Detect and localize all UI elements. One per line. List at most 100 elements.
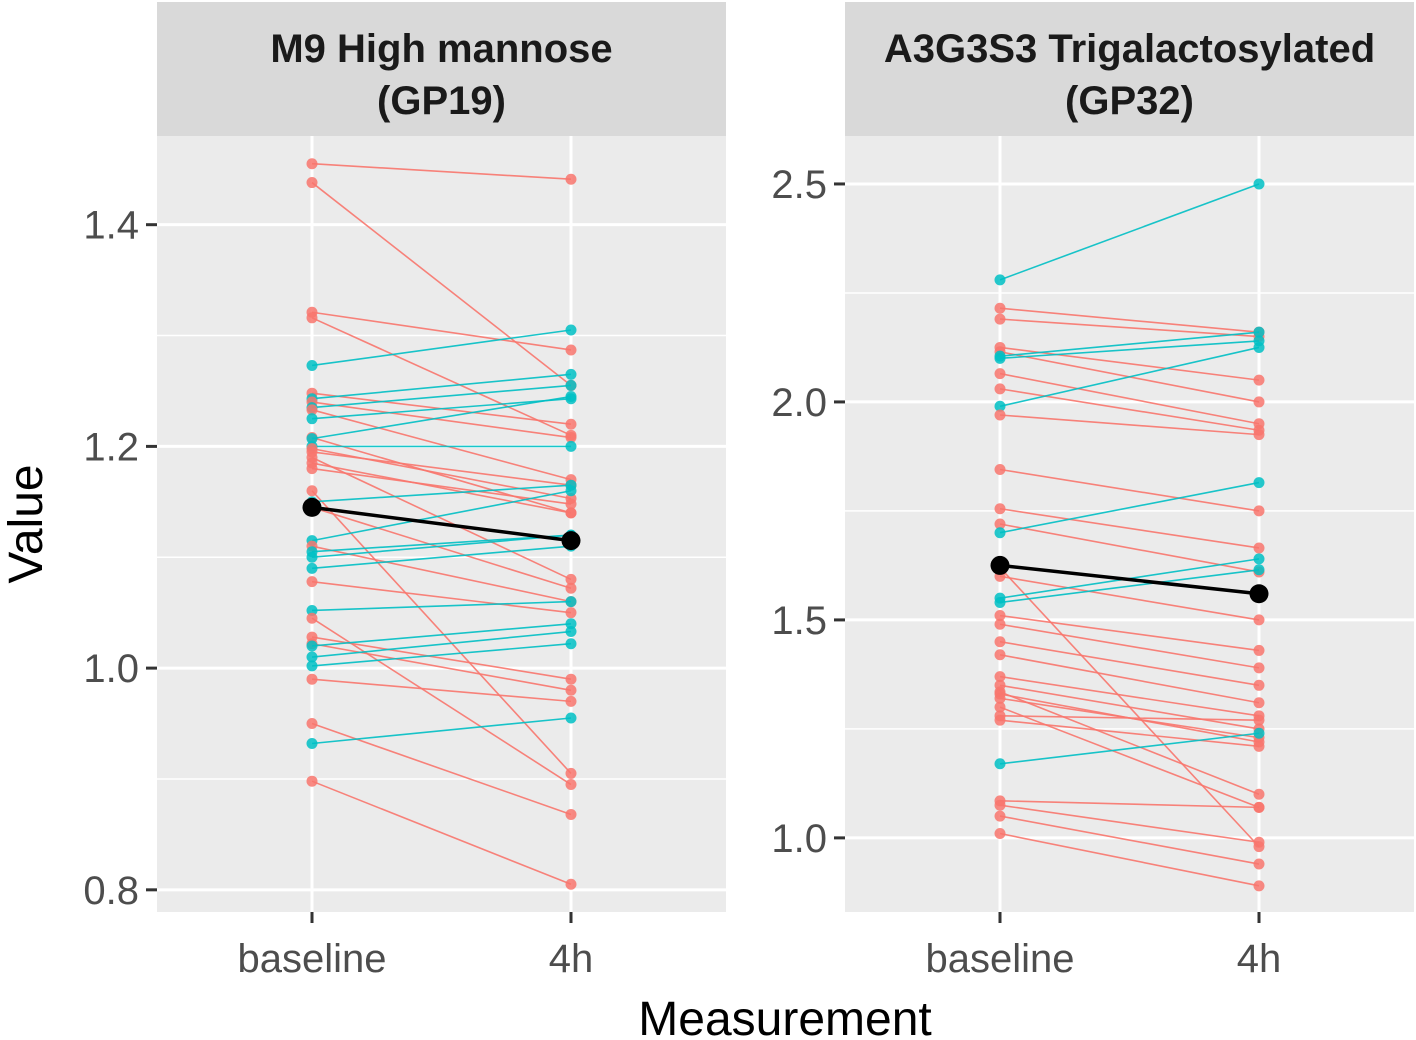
data-point xyxy=(565,695,577,707)
data-point xyxy=(1253,614,1265,626)
data-point xyxy=(1253,801,1265,813)
data-point xyxy=(306,673,318,685)
series-line xyxy=(311,630,572,658)
series-21 xyxy=(994,636,1265,691)
y-axis: 1.0 1.5 2.0 2.5 xyxy=(771,163,845,861)
series-line xyxy=(999,414,1260,436)
series-34 xyxy=(306,638,577,672)
series-line xyxy=(999,719,1260,748)
data-point xyxy=(994,518,1006,530)
data-point xyxy=(994,618,1006,630)
series-34 xyxy=(994,810,1265,870)
series-0 xyxy=(306,158,577,185)
series-33 xyxy=(306,626,577,663)
data-point xyxy=(306,404,318,416)
series-29 xyxy=(306,612,577,791)
data-point xyxy=(565,638,577,650)
series-11 xyxy=(994,464,1265,517)
series-line xyxy=(999,507,1260,549)
data-point xyxy=(994,596,1006,608)
data-point xyxy=(994,527,1006,539)
series-line xyxy=(311,181,572,387)
data-point xyxy=(1253,836,1265,848)
series-line xyxy=(311,462,572,514)
data-point xyxy=(565,582,577,594)
y-tick-label: 2.5 xyxy=(771,163,827,207)
series-line xyxy=(311,456,572,581)
series-line xyxy=(311,373,572,400)
data-point xyxy=(565,573,577,585)
data-point xyxy=(1253,727,1265,739)
data-point xyxy=(994,799,1006,811)
data-point xyxy=(565,767,577,779)
data-point xyxy=(306,604,318,616)
series-30 xyxy=(994,714,1265,752)
data-point xyxy=(565,440,577,452)
data-point xyxy=(994,692,1006,704)
series-9 xyxy=(994,341,1265,412)
y-tick-label: 1.0 xyxy=(771,817,827,861)
data-point xyxy=(565,507,577,519)
series-line xyxy=(999,346,1260,408)
data-point xyxy=(565,368,577,380)
mean-point xyxy=(990,555,1010,575)
data-point xyxy=(306,737,318,749)
data-point xyxy=(565,379,577,391)
data-point xyxy=(306,413,318,425)
series-line xyxy=(999,804,1260,844)
x-axis-title: Measurement xyxy=(638,993,931,1040)
data-point xyxy=(1253,326,1265,338)
data-point xyxy=(565,173,577,185)
series-27 xyxy=(306,576,577,619)
data-point xyxy=(1253,374,1265,386)
series-line xyxy=(999,640,1260,687)
series-line xyxy=(311,329,572,367)
data-point xyxy=(565,684,577,696)
mean-line xyxy=(302,497,581,551)
panel-title-line1: M9 High mannose xyxy=(270,27,612,71)
data-point xyxy=(1253,697,1265,709)
data-point xyxy=(994,714,1006,726)
data-point xyxy=(994,368,1006,380)
data-point xyxy=(1253,477,1265,489)
data-point xyxy=(565,418,577,430)
data-point xyxy=(306,612,318,624)
series-line xyxy=(311,600,572,612)
series-line xyxy=(311,451,572,486)
data-point xyxy=(306,576,318,588)
series-line xyxy=(999,815,1260,865)
series-28 xyxy=(306,596,577,616)
data-point xyxy=(1253,553,1265,565)
x-tick-label: 4h xyxy=(1237,937,1282,981)
series-19 xyxy=(306,485,577,779)
mean-point xyxy=(302,497,322,517)
series-line xyxy=(311,545,572,603)
data-point xyxy=(306,651,318,663)
series-line xyxy=(311,384,572,409)
panel-title-line2: (GP19) xyxy=(377,79,506,123)
data-point xyxy=(994,758,1006,770)
strip-background xyxy=(845,2,1414,136)
series-37 xyxy=(306,712,577,749)
x-axis: baseline 4h xyxy=(237,912,593,981)
series-line xyxy=(311,580,572,614)
data-point xyxy=(565,607,577,619)
data-point xyxy=(565,432,577,444)
series-4 xyxy=(306,324,577,371)
series-33 xyxy=(994,799,1265,848)
series-line xyxy=(999,732,1260,765)
data-point xyxy=(1253,564,1265,576)
data-point xyxy=(994,610,1006,622)
series-32 xyxy=(306,618,577,652)
series-line xyxy=(311,642,572,667)
data-point xyxy=(306,562,318,574)
series-line xyxy=(999,832,1260,887)
series-line xyxy=(999,481,1260,534)
series-18 xyxy=(994,564,1265,608)
y-tick-label: 1.4 xyxy=(83,204,139,248)
data-point xyxy=(565,808,577,820)
series-line xyxy=(311,617,572,786)
data-point xyxy=(1253,788,1265,800)
data-point xyxy=(306,485,318,497)
series-line xyxy=(311,489,572,542)
